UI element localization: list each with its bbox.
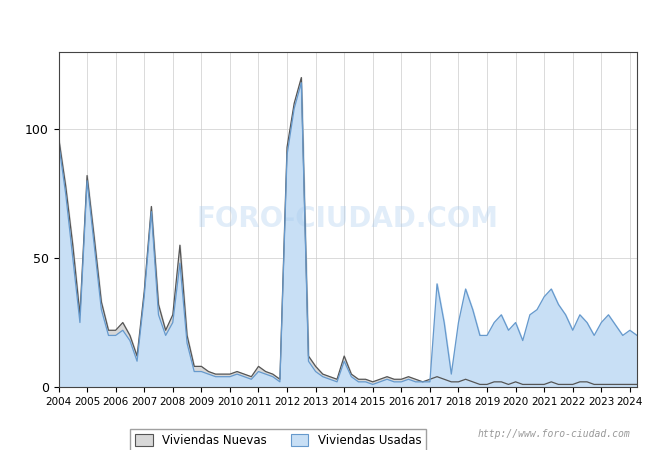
Text: http://www.foro-ciudad.com: http://www.foro-ciudad.com [478, 429, 630, 439]
Text: FORO-CIUDAD.COM: FORO-CIUDAD.COM [197, 205, 499, 234]
Legend: Viviendas Nuevas, Viviendas Usadas: Viviendas Nuevas, Viviendas Usadas [131, 429, 426, 450]
Text: Ugena - Evolucion del Nº de Transacciones Inmobiliarias: Ugena - Evolucion del Nº de Transaccione… [119, 16, 531, 31]
